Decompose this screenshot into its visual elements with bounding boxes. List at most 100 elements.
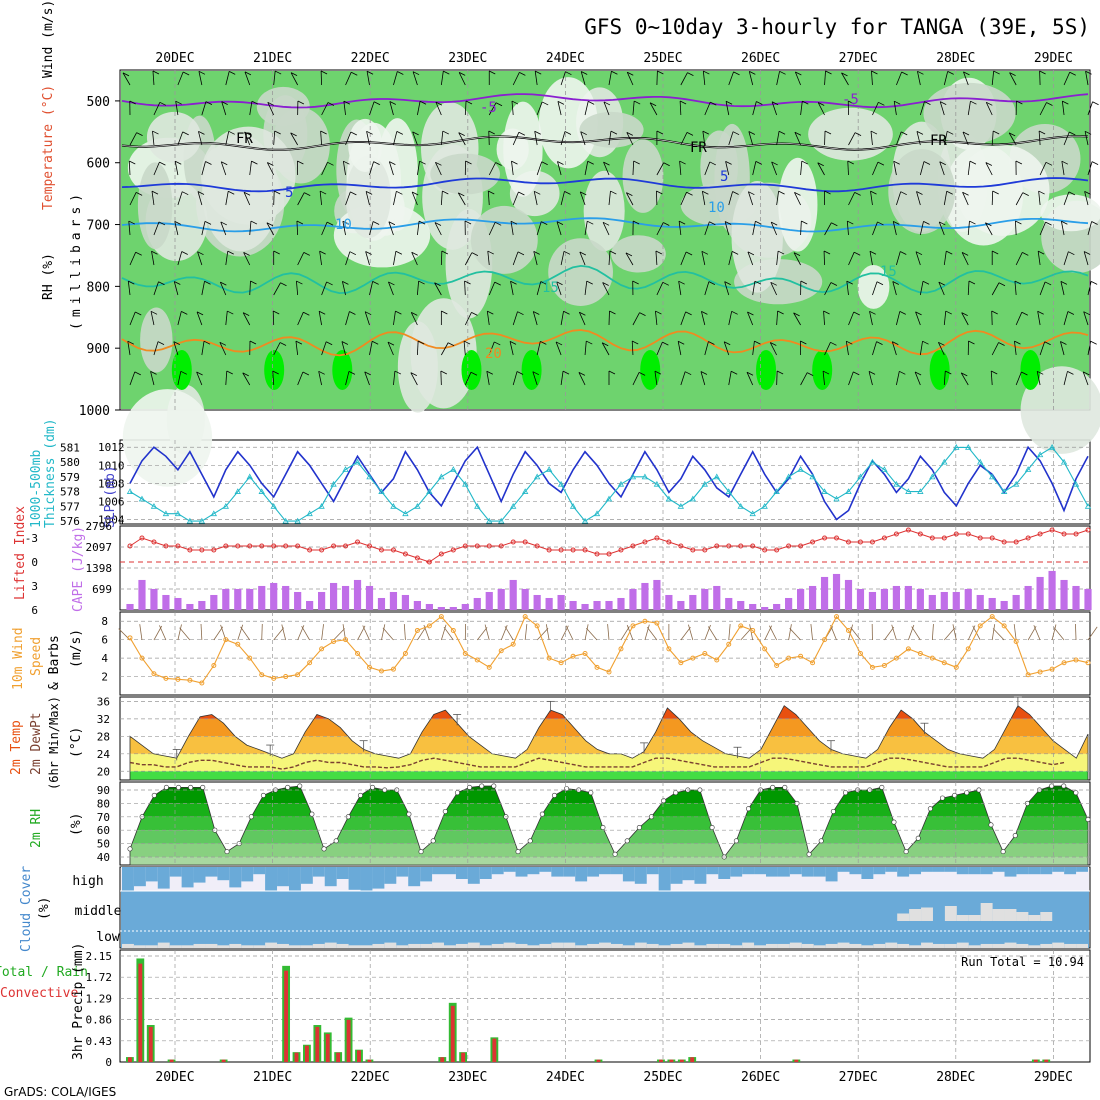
wind-barb (510, 281, 514, 296)
wind-barb-flag (946, 250, 953, 255)
cloud-label-high: high (72, 874, 103, 889)
wind-barb-flag (938, 281, 946, 286)
wind-barb-flag (535, 70, 542, 75)
date-label-top-23DEC: 23DEC (448, 51, 487, 66)
wind-barb-flag (684, 371, 692, 376)
rh-point (515, 849, 521, 855)
wind-barb (788, 624, 792, 641)
rh-point (600, 825, 606, 831)
wind-barb (536, 341, 541, 356)
wind-barb (243, 192, 251, 206)
wind-barb-flag (519, 72, 526, 76)
wind-barb (272, 371, 275, 386)
wind-barb-flag (825, 70, 832, 75)
cloud-low-bar (300, 945, 313, 948)
rh-shading-dry (470, 205, 538, 274)
wind-barb-flag (656, 190, 663, 195)
wind-barb (249, 161, 252, 176)
wind-barb-flag (870, 130, 878, 135)
precip-convective-bar (679, 1059, 684, 1062)
precip-convective-bar (221, 1059, 226, 1062)
wind-barb (869, 251, 873, 266)
thickness-point (1084, 502, 1092, 509)
wind-barb (776, 191, 779, 206)
wind-barb-flag (731, 370, 738, 375)
cloud-high-bar (157, 867, 170, 889)
wind-barb-flag (946, 190, 953, 195)
wind-barb (985, 222, 993, 236)
cloud-high-bar (467, 867, 480, 884)
cloud-high-bar (885, 867, 898, 872)
wind-barb-flag (563, 310, 570, 315)
wind-barb (524, 624, 528, 641)
lifted-index-point (714, 543, 720, 549)
wind-barb (534, 71, 538, 86)
wind-barb-flag (365, 191, 373, 195)
wind-barb-flag (372, 281, 379, 285)
cape-bar (186, 603, 194, 610)
wind-speed-point (953, 664, 959, 670)
wind-barb (896, 371, 900, 386)
wind-barb-flag (343, 160, 350, 165)
wind-barb (177, 311, 182, 326)
wind-barb-flag (349, 311, 356, 315)
cape-bar (713, 585, 721, 610)
thickness-point (234, 488, 241, 494)
wind-barb-flag (1068, 191, 1076, 196)
wind-barb-flag (205, 161, 212, 165)
wind-barb (952, 624, 957, 641)
wind-barb (915, 311, 921, 326)
wind-barb-flag (364, 311, 372, 316)
wind-barb (967, 221, 970, 236)
rh-point (370, 784, 376, 790)
wind-barb-flag (801, 220, 808, 225)
wind-barb (919, 221, 924, 236)
wind-barb (892, 221, 897, 236)
wind-barb (201, 281, 205, 296)
wind-barb-flag (985, 162, 993, 166)
wind-speed-point (522, 614, 528, 620)
wind-barb (560, 191, 565, 206)
precip-convective-bar (336, 1052, 341, 1062)
rh-shading-dry (943, 144, 1024, 246)
wind-barb (388, 281, 394, 296)
wind-barb-flag (135, 311, 142, 316)
wind-speed-point (762, 646, 768, 652)
wind-barb (1085, 71, 1089, 86)
wind-barb (555, 341, 562, 356)
wind-barb-flag (471, 252, 479, 256)
lifted-index-point (127, 543, 133, 549)
wind-barb (153, 221, 160, 236)
wind-speed-point (271, 675, 277, 681)
cloud-middle-bar (909, 909, 922, 921)
thickness-point (881, 466, 888, 472)
wind-barb-flag (136, 132, 143, 136)
wind-barb-flag (488, 190, 495, 195)
slp-tick-label: 1010 (98, 459, 125, 472)
wind-barb-flag (869, 250, 877, 255)
wind-barb-flag (458, 132, 465, 136)
thickness-point (258, 488, 265, 494)
wind-barb (680, 72, 688, 86)
wind-tick-label: 2 (101, 671, 108, 684)
wind-barb-flag (985, 222, 992, 227)
wind-barb-flag (991, 310, 998, 315)
legend-minmax: (6hr Min/Max) (47, 696, 61, 790)
precip-convective-bar (450, 1005, 455, 1062)
temp-tick-label: 32 (97, 713, 110, 726)
thickness-point (210, 510, 218, 517)
cloud-high-bar (777, 867, 790, 877)
thickness-point (797, 466, 804, 472)
cape-bar (964, 588, 972, 610)
wind-barb-flag (394, 370, 402, 375)
wind-barb (601, 342, 610, 356)
wind-speed-point (1085, 660, 1091, 666)
wind-barb-flag (969, 160, 977, 165)
cape-bar (976, 594, 984, 610)
wind-barb-flag (128, 220, 135, 225)
wind-barb (700, 371, 706, 386)
rh-shading-dry (548, 238, 613, 306)
wind-barb (534, 131, 538, 146)
rh-shading-dry (808, 107, 893, 161)
